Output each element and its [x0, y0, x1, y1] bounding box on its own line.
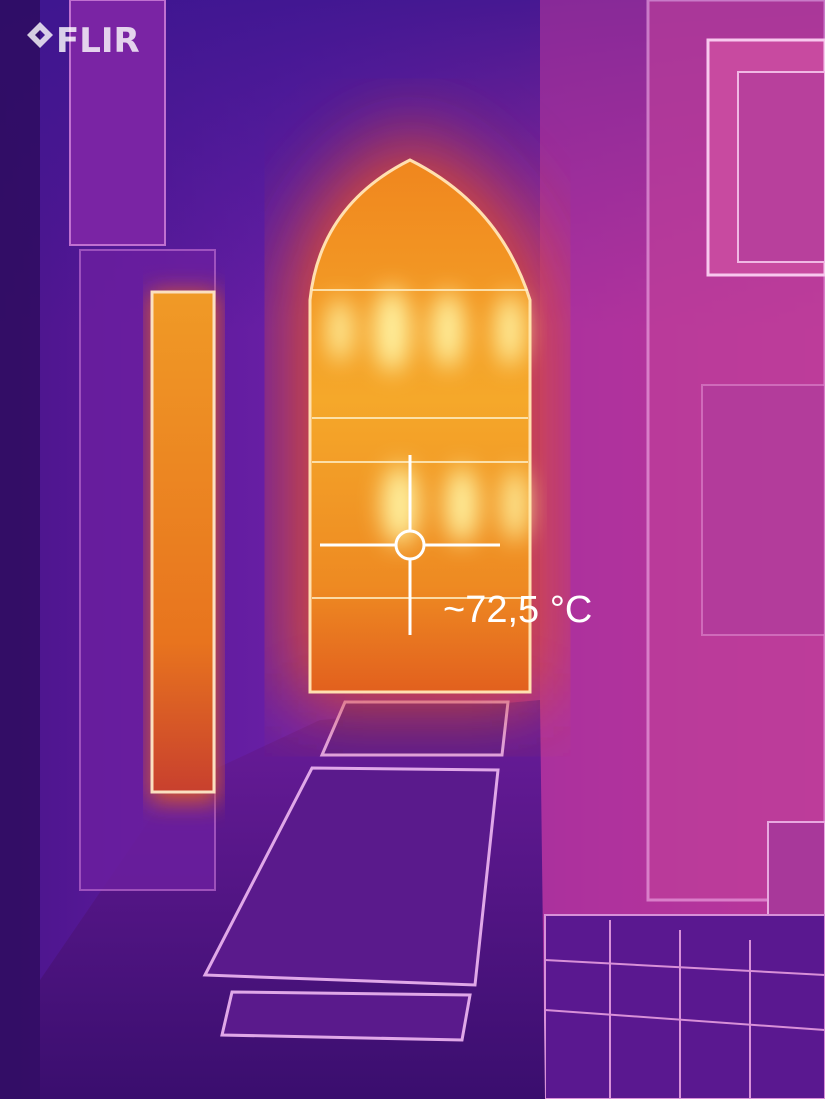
left-door	[152, 292, 214, 792]
wall-frame-inner	[738, 72, 825, 262]
thermal-view: ~72,5 °C FLIR	[0, 0, 825, 1099]
temperature-reading: ~72,5 °C	[443, 589, 592, 631]
logo-text: FLIR	[56, 21, 140, 61]
page: {"app": {"logo": "FLIR"}, "measurement":…	[0, 0, 825, 1099]
wall-sign	[702, 385, 825, 635]
tiles	[545, 915, 825, 1099]
left-edge	[0, 0, 40, 1099]
